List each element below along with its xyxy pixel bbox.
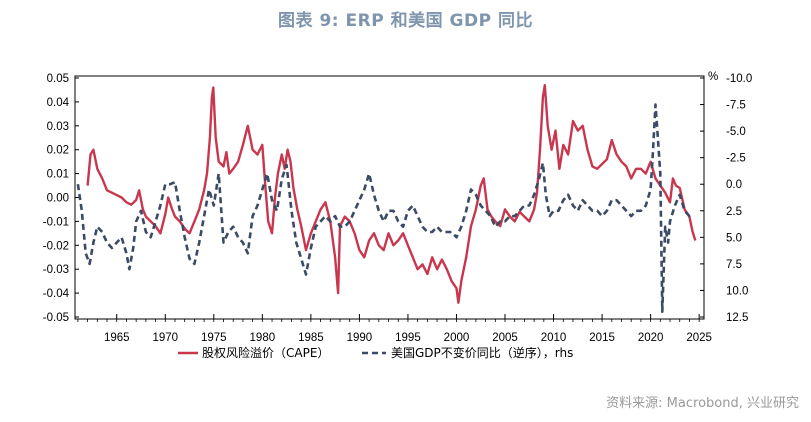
- y-left-tick-label: -0.04: [43, 288, 70, 300]
- y-left-tick-label: 0.03: [47, 121, 69, 133]
- y-left-tick-label: 0.01: [47, 169, 69, 181]
- y-right-tick-label: 5.0: [726, 232, 742, 244]
- x-tick-label: 2010: [541, 332, 567, 344]
- series-line-erp: [86, 84, 697, 304]
- x-tick-label: 1970: [152, 332, 178, 344]
- y-left-tick-label: -0.01: [43, 216, 69, 228]
- y-right-tick-label: 7.5: [726, 259, 742, 271]
- x-tick-label: 1990: [347, 332, 373, 344]
- x-tick-label: 1980: [250, 332, 276, 344]
- x-tick-label: 1985: [298, 332, 324, 344]
- y-left-tick-label: 0.05: [47, 73, 69, 85]
- y-right-tick-label: -5.0: [726, 126, 746, 138]
- y-left-tick-label: 0.04: [47, 97, 70, 109]
- y-right-tick-label: 10.0: [726, 285, 748, 297]
- y-left-tick-label: 0.02: [47, 145, 69, 157]
- x-tick-label: 1965: [104, 332, 130, 344]
- x-tick-label: 2020: [638, 332, 664, 344]
- chart-axes: 0.05 0.04 0.03 0.02 0.01 0.00 -0.01 -0.02 -0.03 -…: [43, 71, 752, 344]
- series-line-gdp: [76, 103, 693, 313]
- y-right-tick-label: -2.5: [726, 153, 746, 165]
- y-right-tick-label: 2.5: [726, 206, 742, 218]
- x-tick-label: 2000: [444, 332, 470, 344]
- source-note: 资料来源: Macrobond, 兴业研究: [606, 396, 799, 411]
- chart-canvas: 0.05 0.04 0.03 0.02 0.01 0.00 -0.01 -0.02 -0.03 -…: [43, 71, 752, 360]
- y-left-tick-label: -0.05: [43, 312, 69, 324]
- x-tick-label: 2005: [492, 332, 518, 344]
- legend-label-erp: 股权风险溢价（CAPE）: [202, 345, 329, 360]
- y-right-unit: %: [708, 71, 718, 83]
- x-tick-label: 2025: [686, 332, 712, 344]
- y-right-tick-label: 12.5: [726, 312, 748, 324]
- legend-label-gdp: 美国GDP不变价同比（逆序），rhs: [391, 345, 573, 360]
- x-tick-label: 2015: [589, 332, 615, 344]
- y-left-tick-label: -0.02: [43, 240, 69, 252]
- x-tick-label: 1995: [395, 332, 421, 344]
- y-right-tick-label: -10.0: [726, 73, 752, 85]
- y-right-tick-label: -7.5: [726, 100, 746, 112]
- y-right-tick-label: 0.0: [726, 179, 742, 191]
- y-left-tick-label: 0.00: [47, 193, 69, 205]
- chart-title: 图表 9: ERP 和美国 GDP 同比: [278, 11, 533, 31]
- y-left-tick-label: -0.03: [43, 264, 69, 276]
- series-layer: [76, 84, 697, 313]
- legend: 股权风险溢价（CAPE） 美国GDP不变价同比（逆序），rhs: [178, 345, 573, 360]
- x-tick-label: 1975: [201, 332, 227, 344]
